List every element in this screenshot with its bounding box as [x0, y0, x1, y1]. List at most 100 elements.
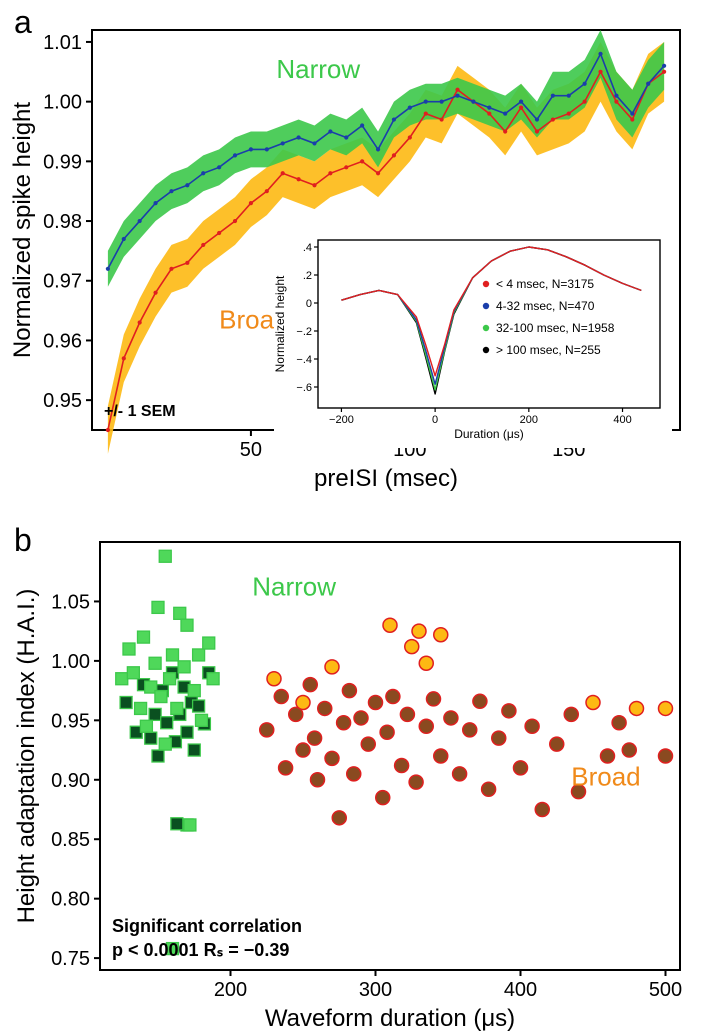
ytick-label: 0.80 — [51, 889, 90, 911]
series-marker — [535, 129, 539, 133]
scatter-point-square — [152, 601, 164, 613]
legend-text: < 4 msec, N=3175 — [496, 277, 594, 291]
ytick-label: 1.00 — [51, 651, 90, 673]
ytick-label: 0.97 — [43, 271, 82, 293]
series-marker — [106, 428, 110, 432]
broad-label: Broad — [571, 762, 640, 792]
ytick-label: 0.98 — [43, 211, 82, 233]
inset-ytick: .4 — [303, 242, 312, 254]
series-marker — [598, 52, 602, 56]
series-marker — [440, 100, 444, 104]
series-marker — [519, 100, 523, 104]
series-marker — [360, 123, 364, 127]
series-marker — [503, 129, 507, 133]
series-marker — [471, 100, 475, 104]
series-marker — [344, 135, 348, 139]
scatter-point-circle — [347, 767, 361, 781]
series-marker — [169, 189, 173, 193]
scatter-point-square — [135, 702, 147, 714]
scatter-point-circle — [434, 628, 448, 642]
series-marker — [535, 117, 539, 121]
series-marker — [138, 219, 142, 223]
series-marker — [233, 219, 237, 223]
y-axis-label: Normalized spike height — [9, 102, 36, 358]
scatter-point-circle — [369, 696, 383, 710]
scatter-point-circle — [296, 743, 310, 757]
scatter-point-circle — [525, 719, 539, 733]
series-marker — [249, 201, 253, 205]
scatter-point-square — [181, 619, 193, 631]
series-marker — [455, 88, 459, 92]
series-marker — [630, 111, 634, 115]
scatter-point-circle — [412, 624, 426, 638]
scatter-point-circle — [502, 704, 516, 718]
series-marker — [328, 171, 332, 175]
legend-text: > 100 msec, N=255 — [496, 343, 601, 357]
scatter-point-circle — [337, 716, 351, 730]
series-marker — [662, 64, 666, 68]
series-marker — [424, 111, 428, 115]
figure: a 0.950.960.970.980.991.001.0150100150pr… — [0, 0, 712, 1034]
sem-annotation: +/- 1 SEM — [104, 403, 176, 420]
series-marker — [551, 117, 555, 121]
xtick-label: 50 — [240, 439, 262, 461]
scatter-point-circle — [473, 694, 487, 708]
scatter-point-square — [171, 702, 183, 714]
scatter-point-circle — [325, 660, 339, 674]
inset-xtick: 200 — [520, 414, 538, 426]
scatter-point-circle — [514, 761, 528, 775]
series-marker — [614, 100, 618, 104]
series-marker — [281, 171, 285, 175]
xtick-label: 300 — [359, 979, 392, 1001]
series-marker — [281, 141, 285, 145]
correlation-annotation: Significant correlation — [112, 916, 302, 936]
scatter-point-square — [178, 661, 190, 673]
scatter-point-circle — [318, 701, 332, 715]
ytick-label: 0.96 — [43, 330, 82, 352]
scatter-point-circle — [383, 618, 397, 632]
series-marker — [153, 291, 157, 295]
scatter-point-square — [193, 649, 205, 661]
scatter-point-circle — [444, 711, 458, 725]
inset-ytick: .2 — [303, 270, 312, 282]
y-axis-label: Height adaptation index (H.A.I.) — [13, 589, 40, 924]
ytick-label: 1.05 — [51, 591, 90, 613]
series-marker — [360, 159, 364, 163]
series-marker — [424, 100, 428, 104]
series-marker — [122, 356, 126, 360]
series-marker — [249, 147, 253, 151]
inset-ytick: −.6 — [296, 382, 312, 394]
x-axis-label: preISI (msec) — [314, 465, 458, 492]
scatter-point-circle — [380, 725, 394, 739]
scatter-point-square — [116, 673, 128, 685]
legend-text: 32-100 msec, N=1958 — [496, 321, 615, 335]
scatter-point-square — [149, 708, 161, 720]
legend-marker — [483, 303, 489, 309]
ytick-label: 0.85 — [51, 829, 90, 851]
inset-ytick: −.2 — [296, 326, 312, 338]
scatter-point-square — [188, 685, 200, 697]
series-marker — [630, 117, 634, 121]
scatter-point-square — [145, 732, 157, 744]
series-marker — [217, 231, 221, 235]
scatter-point-circle — [409, 775, 423, 789]
series-marker — [328, 129, 332, 133]
legend-marker — [483, 325, 489, 331]
series-marker — [122, 237, 126, 241]
scatter-point-square — [164, 673, 176, 685]
series-marker — [662, 70, 666, 74]
scatter-point-square — [207, 673, 219, 685]
scatter-point-circle — [482, 782, 496, 796]
scatter-point-circle — [303, 678, 317, 692]
scatter-point-circle — [376, 791, 390, 805]
scatter-point-square — [123, 643, 135, 655]
ytick-label: 1.00 — [43, 92, 82, 114]
series-marker — [392, 153, 396, 157]
series-marker — [408, 135, 412, 139]
scatter-point-circle — [427, 692, 441, 706]
scatter-point-circle — [492, 731, 506, 745]
scatter-point-square — [152, 750, 164, 762]
scatter-point-circle — [463, 723, 477, 737]
scatter-point-circle — [400, 707, 414, 721]
scatter-point-circle — [419, 719, 433, 733]
